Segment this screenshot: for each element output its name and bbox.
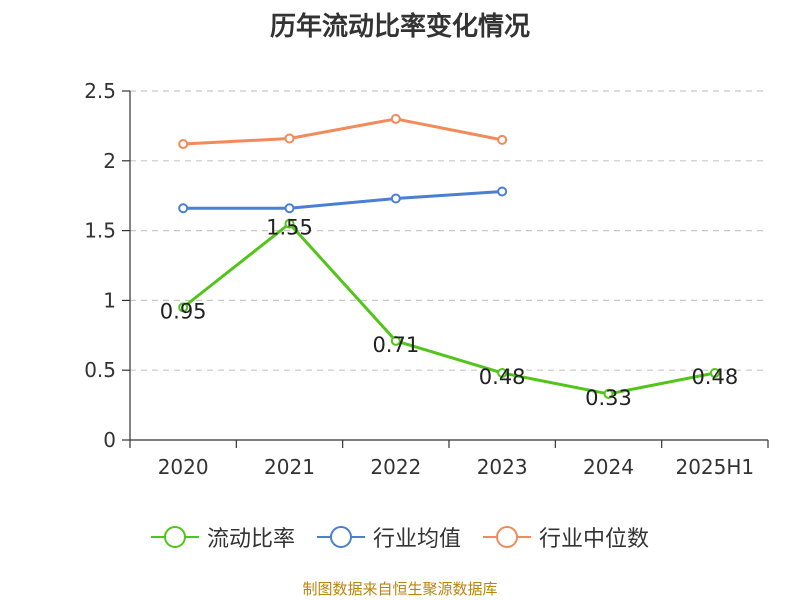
- data-point-2: [390, 113, 401, 124]
- legend-label-industry-mean: 行业均值: [372, 527, 461, 552]
- data-point-0: [390, 335, 401, 346]
- series-line-1: [183, 190, 503, 210]
- data-point-1: [284, 203, 295, 214]
- legend: 流动比率 行业均值 行业中位数: [0, 521, 800, 553]
- legend-swatch-current-ratio: [150, 526, 199, 548]
- x-tick-label: 2020: [158, 455, 209, 479]
- x-tick-label: 2023: [477, 455, 528, 479]
- legend-item-industry-median[interactable]: 行业中位数: [483, 521, 649, 553]
- data-point-0: [284, 218, 295, 229]
- data-point-0: [497, 367, 508, 378]
- source-note: 制图数据来自恒生聚源数据库: [302, 580, 498, 598]
- legend-item-current-ratio[interactable]: 流动比率: [150, 521, 295, 553]
- series-line-0: [182, 222, 716, 396]
- data-point-0: [603, 388, 614, 399]
- y-tick-label: 0: [103, 428, 116, 452]
- series-line-2: [183, 117, 503, 146]
- legend-label-industry-median: 行业中位数: [539, 527, 650, 552]
- x-tick-label: 2024: [583, 455, 634, 479]
- data-label: 0.95: [160, 299, 207, 323]
- y-tick-label: 2.5: [84, 79, 116, 103]
- x-tick-label: 2025H1: [675, 455, 754, 479]
- data-point-0: [709, 367, 720, 378]
- data-point-2: [497, 134, 508, 145]
- data-label: 1.55: [266, 216, 313, 240]
- x-tick-label: 2022: [370, 455, 421, 479]
- data-label: 0.71: [372, 333, 419, 357]
- data-point-1: [497, 186, 508, 197]
- legend-swatch-industry-mean: [316, 526, 365, 548]
- data-point-2: [178, 139, 189, 150]
- y-tick-label: 0.5: [84, 358, 116, 382]
- data-label: 0.33: [585, 386, 632, 410]
- x-tick-label: 2021: [264, 455, 315, 479]
- data-label: 0.48: [479, 365, 526, 389]
- legend-label-current-ratio: 流动比率: [206, 527, 295, 552]
- y-tick-label: 1: [103, 288, 116, 312]
- legend-item-industry-mean[interactable]: 行业均值: [316, 521, 461, 553]
- chart-title: 历年流动比率变化情况: [269, 12, 530, 42]
- y-tick-label: 1.5: [84, 219, 116, 243]
- data-point-1: [178, 203, 189, 214]
- data-point-0: [178, 302, 189, 313]
- data-point-1: [390, 193, 401, 204]
- legend-swatch-industry-median: [483, 526, 531, 548]
- y-tick-label: 2: [103, 149, 116, 173]
- data-point-2: [284, 133, 295, 144]
- data-label: 0.48: [691, 365, 738, 389]
